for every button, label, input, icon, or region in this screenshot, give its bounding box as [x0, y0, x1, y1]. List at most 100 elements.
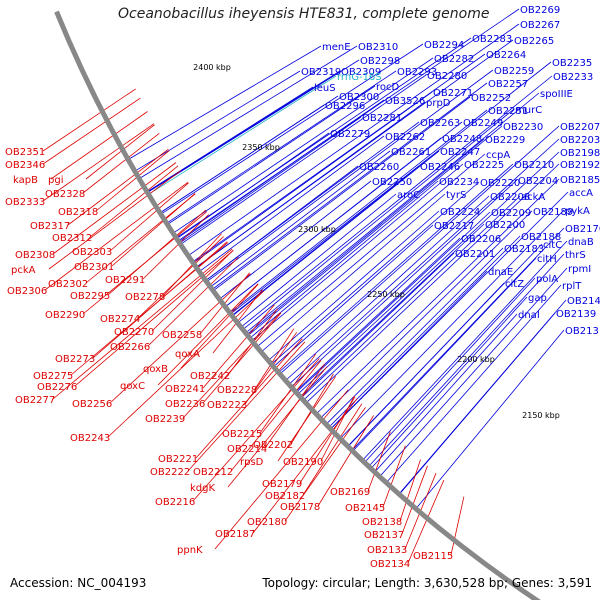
- gene-label-plus: OB2220: [480, 178, 520, 189]
- gene-label-minus: OB2276: [37, 382, 77, 393]
- gene-leader-line: [271, 181, 480, 365]
- gene-leader-line: [330, 191, 569, 430]
- gene-leader-line: [199, 135, 385, 272]
- gene-leader-line: [67, 148, 169, 226]
- gene-leader-line: [317, 415, 374, 507]
- gene-label-minus: OB2302: [48, 279, 88, 290]
- gene-leader-line: [297, 151, 560, 395]
- gene-leader-line: [302, 403, 363, 496]
- gene-label-plus: OB2235: [552, 58, 592, 69]
- gene-leader-line: [242, 108, 515, 330]
- gene-label-plus: OB2298: [360, 56, 400, 67]
- gene-leader-line: [450, 496, 465, 556]
- gene-label-plus: OB2198: [560, 148, 600, 159]
- gene-label-plus: OB2203: [560, 135, 600, 146]
- gene-leader-line: [205, 165, 359, 281]
- gene-label-plus: thrS: [565, 250, 586, 261]
- gene-leader-line: [247, 125, 503, 337]
- gene-leader-line: [254, 328, 295, 390]
- gene-label-plus: OB2271: [433, 88, 473, 99]
- gene-label-minus: OB2236: [165, 399, 205, 410]
- gene-leader-line: [230, 61, 552, 315]
- gene-label-plus: OB2259: [494, 66, 534, 77]
- gene-label-plus: OB2293: [397, 67, 437, 78]
- gene-leader-line: [211, 82, 488, 290]
- gene-leader-line: [192, 53, 486, 263]
- kbp-tick-label: 2250 kbp: [367, 290, 405, 299]
- gene-label-minus: OB2243: [70, 433, 110, 444]
- gene-label-plus: leuS: [314, 83, 336, 94]
- gene-leader-line: [231, 165, 420, 316]
- gene-leader-line: [245, 92, 540, 334]
- gene-label-minus: OB2301: [74, 262, 114, 273]
- gene-label-plus: polA: [536, 274, 558, 285]
- gene-leader-line: [148, 75, 337, 195]
- gene-leader-line: [52, 162, 177, 255]
- gene-label-plus: OB2210: [514, 160, 554, 171]
- gene-leader-line: [367, 431, 391, 492]
- gene-label-minus: OB2138: [362, 517, 402, 528]
- gene-label-plus: OB2257: [488, 79, 528, 90]
- gene-leader-line: [279, 125, 560, 375]
- gene-leader-line: [146, 86, 314, 193]
- gene-leader-line: [172, 57, 434, 234]
- gene-leader-line: [180, 74, 427, 245]
- gene-label-plus: rocD: [376, 82, 400, 93]
- gene-leader-line: [278, 163, 514, 373]
- gene-label-minus: OB2202: [253, 440, 293, 451]
- gene-leader-line: [85, 124, 155, 180]
- gene-label-minus: OB2328: [45, 189, 85, 200]
- gene-leader-line: [352, 257, 537, 452]
- gene-leader-line: [147, 59, 360, 193]
- gene-label-minus: qoxA: [175, 349, 200, 360]
- gene-label-plus: OB2294: [424, 40, 464, 51]
- gene-leader-line: [240, 75, 553, 328]
- gene-leader-line: [210, 150, 391, 288]
- gene-leader-line: [339, 209, 565, 439]
- gene-label-minus: qoxB: [143, 364, 168, 375]
- gene-leader-line: [109, 273, 251, 404]
- gene-label-minus: OB2190: [283, 457, 323, 468]
- gene-label-plus: OB2263: [420, 118, 460, 129]
- gene-label-minus: OB2258: [162, 330, 202, 341]
- gene-label-minus: OB2228: [217, 385, 257, 396]
- gene-label-minus: OB2179: [262, 479, 302, 490]
- gene-label-plus: OB2230: [503, 122, 543, 133]
- gene-leader-line: [82, 132, 160, 194]
- gene-leader-line: [89, 165, 179, 238]
- gene-leader-line: [229, 109, 488, 314]
- gene-label-plus: OB2234: [439, 177, 479, 188]
- gene-leader-line: [179, 116, 362, 244]
- gene-label-plus: OB2267: [520, 20, 560, 31]
- gene-label-minus: OB2351: [5, 147, 45, 158]
- gene-leader-line: [305, 163, 560, 404]
- gene-leader-line: [127, 45, 322, 160]
- gene-label-plus: OB2217: [434, 221, 474, 232]
- gene-leader-line: [256, 153, 486, 348]
- gene-leader-line: [303, 195, 521, 401]
- gene-label-plus: OB2260: [359, 162, 399, 173]
- gene-leader-line: [399, 459, 421, 522]
- gene-label-plus: OB2296: [325, 101, 365, 112]
- gene-label-plus: OB2201: [455, 249, 495, 260]
- gene-label-minus: OB2137: [364, 530, 404, 541]
- gene-label-plus: OB3526: [385, 96, 425, 107]
- gene-leader-line: [268, 210, 440, 361]
- gene-leader-line: [42, 97, 141, 165]
- gene-label-minus: OB2115: [413, 551, 453, 562]
- gene-label-minus: OB2222: [150, 467, 190, 478]
- gene-label-minus: kdgK: [190, 483, 215, 494]
- gene-label-plus: OB2309: [341, 67, 381, 78]
- gene-label-minus: OB2317: [30, 221, 70, 232]
- gene-label-minus: OB2214: [227, 444, 267, 455]
- gene-label-minus: OB2215: [222, 429, 262, 440]
- gene-label-layer: OB2269 OB2267 menE OB2310 OB2294 OB2283 OB2265…: [5, 5, 600, 570]
- gene-leader-line: [237, 193, 397, 324]
- gene-leader-line: [230, 360, 322, 472]
- gene-leader-line: [379, 267, 568, 477]
- gene-leader-line: [251, 163, 464, 342]
- gene-leader-line: [382, 445, 406, 508]
- gene-leader-line: [299, 223, 485, 398]
- gene-label-minus: OB2256: [72, 399, 112, 410]
